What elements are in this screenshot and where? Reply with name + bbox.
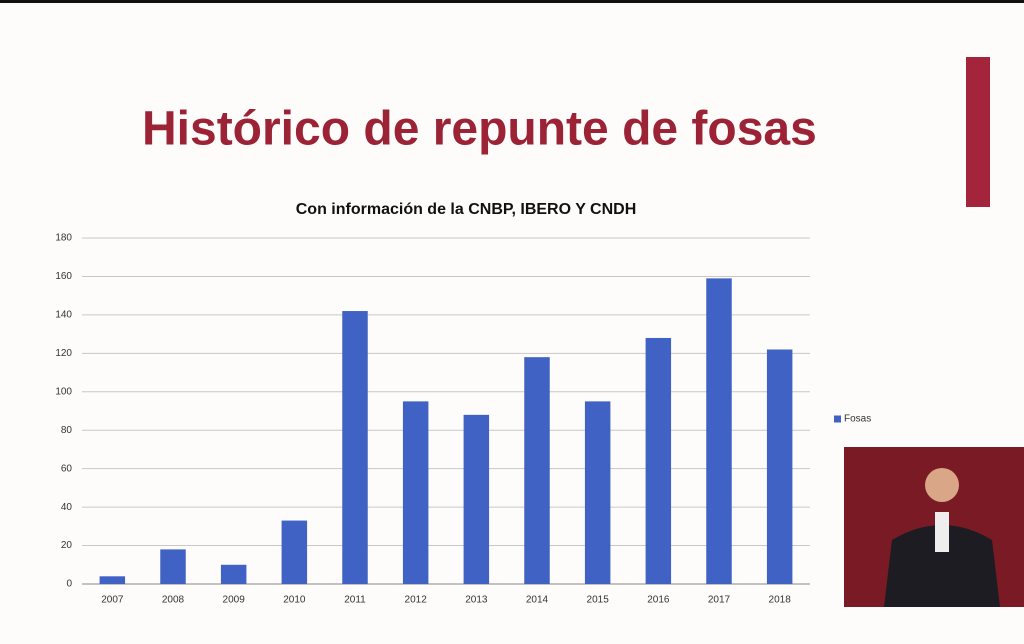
bar	[342, 311, 368, 584]
x-tick-label: 2015	[587, 595, 610, 606]
bar	[645, 337, 672, 584]
bar	[160, 549, 186, 584]
bar	[524, 357, 550, 584]
top-strip	[0, 0, 1024, 3]
bar	[220, 564, 247, 584]
accent-bar	[966, 57, 990, 207]
x-tick-label: 2008	[162, 595, 185, 606]
person-shirt	[935, 512, 949, 552]
bar	[402, 401, 429, 584]
x-tick-label: 2014	[526, 595, 549, 606]
bar	[706, 278, 732, 584]
x-tick-label: 2011	[344, 595, 366, 606]
y-tick-label: 160	[55, 271, 72, 282]
person-head	[925, 468, 959, 502]
legend-swatch	[834, 415, 841, 423]
bar	[584, 401, 611, 584]
y-tick-label: 0	[66, 579, 72, 590]
x-tick-label: 2010	[283, 595, 306, 606]
person-body	[884, 525, 1000, 607]
bar	[281, 520, 308, 584]
y-tick-label: 40	[61, 502, 73, 513]
y-tick-label: 140	[55, 310, 72, 321]
chart-title: Con información de la CNBP, IBERO Y CNDH	[296, 201, 637, 218]
bar	[766, 349, 793, 584]
x-tick-label: 2018	[769, 595, 792, 606]
y-tick-label: 80	[61, 425, 73, 436]
y-tick-label: 20	[61, 540, 73, 551]
x-tick-label: 2017	[708, 595, 731, 606]
bar	[463, 414, 490, 584]
y-tick-label: 100	[55, 386, 72, 397]
bar	[99, 576, 126, 584]
y-tick-label: 180	[55, 233, 72, 244]
x-tick-label: 2013	[465, 595, 488, 606]
y-tick-label: 120	[55, 348, 72, 359]
x-tick-label: 2007	[101, 595, 124, 606]
page-title: Histórico de repunte de fosas	[142, 103, 817, 156]
x-tick-label: 2016	[647, 595, 670, 606]
legend-label: Fosas	[844, 414, 871, 425]
y-tick-label: 60	[61, 463, 73, 474]
x-tick-label: 2012	[405, 595, 428, 606]
x-tick-label: 2009	[223, 595, 246, 606]
interpreter-video	[844, 447, 1024, 607]
